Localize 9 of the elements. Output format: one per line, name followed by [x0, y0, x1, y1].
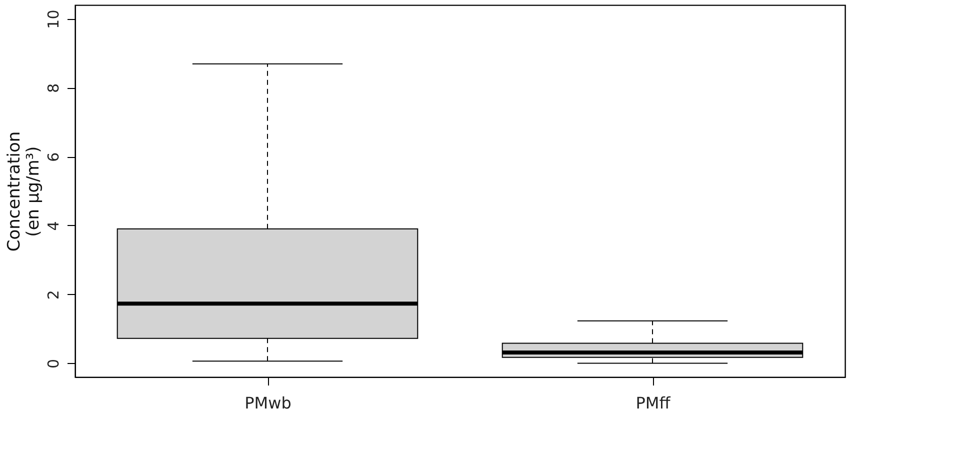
- y-tick-label: 10: [44, 10, 62, 29]
- y-tick-label: 2: [44, 290, 62, 300]
- y-tick-label: 4: [44, 221, 62, 231]
- x-tick-label: PMwb: [244, 394, 292, 412]
- y-axis-title: Concentration (en µg/m³): [4, 131, 44, 252]
- y-tick-label: 0: [44, 358, 62, 368]
- y-tick-label: 8: [44, 83, 62, 93]
- x-tick-label: PMff: [636, 394, 672, 412]
- y-tick-label: 6: [44, 152, 62, 162]
